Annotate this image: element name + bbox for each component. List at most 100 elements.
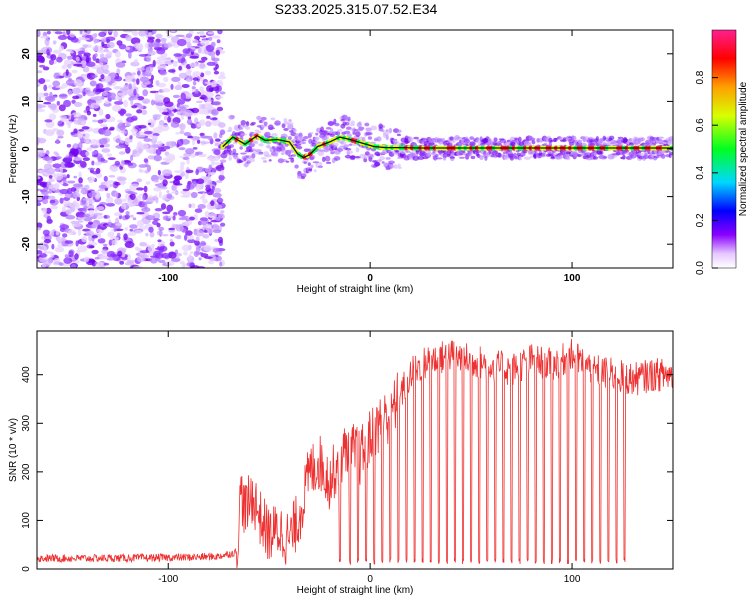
- noise-blob: [213, 224, 220, 231]
- signal-halo-blob: [274, 120, 281, 126]
- noise-blob: [92, 171, 99, 175]
- noise-blob: [180, 92, 186, 100]
- noise-blob: [84, 116, 88, 121]
- signal-halo-blob: [243, 125, 247, 128]
- noise-blob: [155, 148, 162, 156]
- noise-blob: [91, 222, 98, 229]
- noise-blob: [157, 169, 161, 176]
- noise-blob: [162, 234, 169, 237]
- noise-blob: [69, 33, 75, 38]
- noise-blob: [37, 137, 47, 144]
- noise-blob: [186, 118, 193, 125]
- snr-panel: -100 0 100 0 100 200 300 400 Height of straigh…: [8, 330, 674, 596]
- noise-blob: [199, 135, 210, 139]
- signal-halo-blob: [529, 155, 533, 158]
- signal-halo-blob: [414, 155, 418, 160]
- noise-blob: [86, 198, 95, 205]
- noise-blob: [130, 98, 134, 106]
- signal-halo-blob: [556, 155, 564, 159]
- noise-blob: [131, 84, 136, 90]
- noise-blob: [59, 167, 64, 174]
- colorbar-tick-label: 0.4: [695, 165, 706, 179]
- noise-blob: [176, 110, 186, 116]
- noise-blob: [185, 77, 192, 82]
- noise-blob: [111, 239, 118, 245]
- signal-halo-blob: [409, 137, 414, 143]
- noise-blob: [85, 151, 90, 157]
- noise-blob: [43, 84, 48, 92]
- noise-blob: [131, 105, 138, 109]
- signal-halo-blob: [378, 123, 383, 129]
- noise-blob: [82, 157, 90, 162]
- noise-blob: [37, 181, 46, 186]
- noise-blob: [100, 73, 105, 80]
- noise-blob: [43, 246, 47, 254]
- signal-halo-blob: [345, 148, 352, 151]
- noise-blob: [103, 215, 108, 219]
- noise-blob: [59, 188, 70, 195]
- noise-blob: [71, 148, 79, 156]
- noise-blob: [96, 206, 105, 211]
- signal-halo-blob: [374, 161, 380, 167]
- noise-blob: [139, 242, 147, 247]
- noise-blob: [85, 56, 90, 64]
- noise-blob: [200, 56, 208, 61]
- noise-blob: [68, 89, 72, 96]
- signal-halo-blob: [434, 137, 439, 140]
- signal-halo-blob: [397, 166, 402, 169]
- noise-blob: [131, 30, 138, 35]
- noise-blob: [37, 70, 43, 74]
- signal-halo-blob: [293, 128, 297, 133]
- noise-blob: [204, 99, 213, 102]
- noise-blob: [207, 31, 215, 35]
- noise-blob: [44, 119, 53, 123]
- signal-halo-blob: [242, 163, 250, 167]
- signal-halo-blob: [260, 157, 267, 160]
- noise-blob: [215, 49, 221, 56]
- noise-blob: [114, 181, 121, 186]
- noise-blob: [58, 45, 65, 52]
- signal-halo-blob: [349, 123, 355, 127]
- noise-blob: [46, 30, 51, 35]
- signal-halo-blob: [470, 155, 476, 160]
- noise-blob: [180, 114, 185, 120]
- signal-halo-blob: [285, 160, 290, 163]
- noise-blob: [115, 62, 126, 68]
- noise-blob: [83, 256, 90, 263]
- noise-blob: [217, 197, 224, 203]
- signal-halo-blob: [539, 155, 546, 158]
- noise-blob: [44, 38, 50, 46]
- noise-blob: [149, 256, 158, 264]
- noise-blob: [67, 229, 76, 236]
- noise-blob: [159, 63, 167, 68]
- noise-blob: [210, 200, 215, 207]
- signal-halo-blob: [471, 142, 475, 146]
- signal-halo-blob: [449, 156, 456, 159]
- snr-line: [37, 338, 673, 569]
- signal-halo-blob: [608, 135, 615, 141]
- signal-halo-blob: [509, 136, 516, 142]
- signal-halo-blob: [668, 151, 673, 156]
- noise-blob: [68, 154, 73, 160]
- noise-blob: [178, 65, 182, 71]
- noise-blob: [174, 170, 183, 174]
- noise-blob: [150, 74, 154, 81]
- noise-blob: [213, 67, 218, 71]
- noise-blob: [160, 203, 167, 210]
- signal-halo-blob: [239, 146, 243, 150]
- noise-blob: [138, 143, 149, 150]
- signal-halo-blob: [617, 136, 624, 139]
- noise-blob: [130, 115, 138, 121]
- noise-blob: [66, 174, 70, 179]
- noise-blob: [137, 96, 145, 101]
- signal-halo-blob: [309, 155, 315, 161]
- noise-blob: [42, 156, 52, 161]
- noise-blob: [185, 218, 191, 222]
- noise-blob: [213, 162, 220, 165]
- noise-blob: [65, 69, 69, 76]
- noise-blob: [170, 121, 180, 128]
- noise-blob: [97, 238, 106, 244]
- noise-blob: [74, 253, 79, 260]
- signal-halo-blob: [247, 155, 252, 159]
